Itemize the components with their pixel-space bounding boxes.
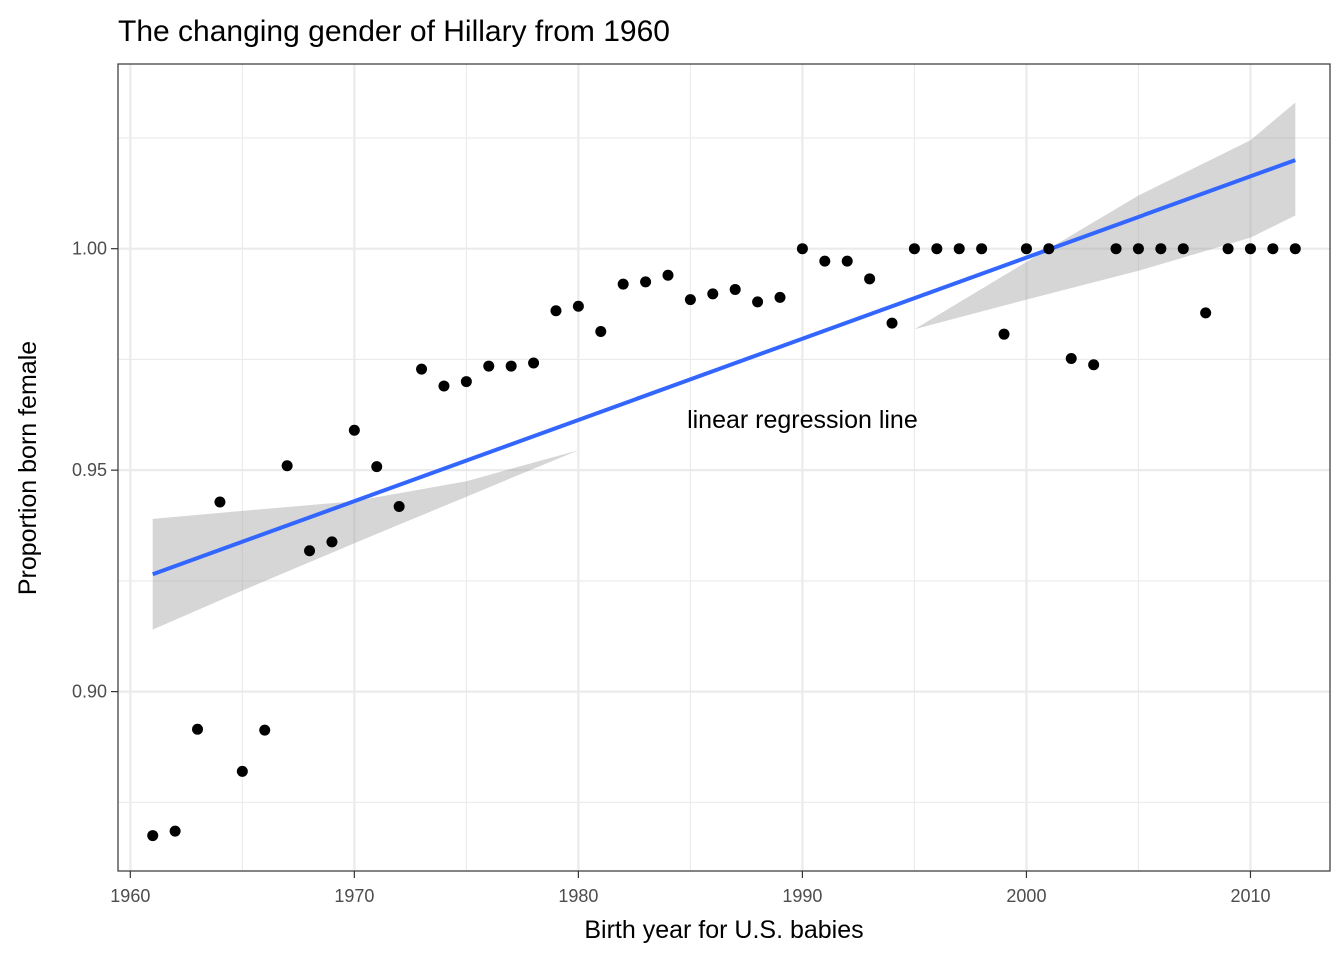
data-point xyxy=(281,460,293,472)
data-points xyxy=(147,243,1301,842)
x-tick-label: 1990 xyxy=(782,886,822,906)
y-tick-label: 0.90 xyxy=(72,682,107,702)
major-grid xyxy=(118,64,1330,871)
data-point xyxy=(1200,307,1212,319)
data-point xyxy=(707,288,719,300)
data-point xyxy=(416,363,428,375)
plot-panel: linear regression line xyxy=(117,63,1331,872)
x-axis-ticks: 1960 1970 1980 1990 2000 2010 xyxy=(110,871,1270,906)
minor-grid xyxy=(118,64,1330,871)
data-point xyxy=(774,291,786,303)
data-point xyxy=(572,300,584,312)
data-point xyxy=(1020,243,1032,255)
data-point xyxy=(1110,243,1122,255)
y-axis-ticks: 0.90 0.95 1.00 xyxy=(72,239,118,702)
data-point xyxy=(931,243,943,255)
y-tick-label: 1.00 xyxy=(72,239,107,259)
data-point xyxy=(460,376,472,388)
data-point xyxy=(640,276,652,288)
data-point xyxy=(1267,243,1279,255)
data-point xyxy=(1244,243,1256,255)
x-tick-label: 1980 xyxy=(558,886,598,906)
data-point xyxy=(483,360,495,372)
regression-line-layer xyxy=(152,158,1296,577)
x-tick-label: 1960 xyxy=(110,886,150,906)
data-point xyxy=(147,830,159,842)
data-point xyxy=(236,765,248,777)
data-point xyxy=(1043,243,1055,255)
data-point xyxy=(393,500,405,512)
data-point xyxy=(617,278,629,290)
data-point xyxy=(752,296,764,308)
y-tick-label: 0.95 xyxy=(72,460,107,480)
data-point xyxy=(1065,353,1077,365)
x-axis-label: Birth year for U.S. babies xyxy=(584,916,863,944)
data-point xyxy=(371,461,383,473)
data-point xyxy=(819,255,831,267)
panel-border xyxy=(117,63,1331,872)
data-point xyxy=(438,380,450,392)
data-point xyxy=(976,243,988,255)
data-point xyxy=(998,328,1010,340)
x-tick-label: 2000 xyxy=(1006,886,1046,906)
data-point xyxy=(1289,243,1301,255)
data-point xyxy=(326,536,338,548)
data-point xyxy=(1132,243,1144,255)
confidence-band xyxy=(152,102,1296,630)
data-point xyxy=(886,317,898,329)
data-point xyxy=(953,243,965,255)
data-point xyxy=(259,724,271,736)
data-point xyxy=(505,360,517,372)
annotation-label: linear regression line xyxy=(687,406,918,434)
y-axis-label: Proportion born female xyxy=(14,341,42,595)
data-point xyxy=(908,243,920,255)
data-point xyxy=(214,496,226,508)
data-point xyxy=(662,269,674,281)
data-point xyxy=(192,723,204,735)
x-tick-label: 2010 xyxy=(1230,886,1270,906)
panel-background xyxy=(118,64,1330,871)
data-point xyxy=(1088,359,1100,371)
data-point xyxy=(684,294,696,306)
data-point xyxy=(864,273,876,285)
data-point xyxy=(595,326,607,338)
data-point xyxy=(841,255,853,267)
data-point xyxy=(796,243,808,255)
annotation-layer: linear regression line xyxy=(687,406,918,434)
data-point xyxy=(550,305,562,317)
data-point xyxy=(169,825,181,837)
data-point xyxy=(304,545,316,557)
data-point xyxy=(1177,243,1189,255)
data-point xyxy=(348,424,360,436)
x-tick-label: 1970 xyxy=(334,886,374,906)
regression-line xyxy=(152,158,1296,577)
confidence-band-layer xyxy=(152,102,1296,630)
chart-title: The changing gender of Hillary from 1960 xyxy=(118,15,670,48)
data-point xyxy=(729,283,741,295)
data-point xyxy=(1222,243,1234,255)
data-point xyxy=(528,357,540,369)
data-point xyxy=(1155,243,1167,255)
